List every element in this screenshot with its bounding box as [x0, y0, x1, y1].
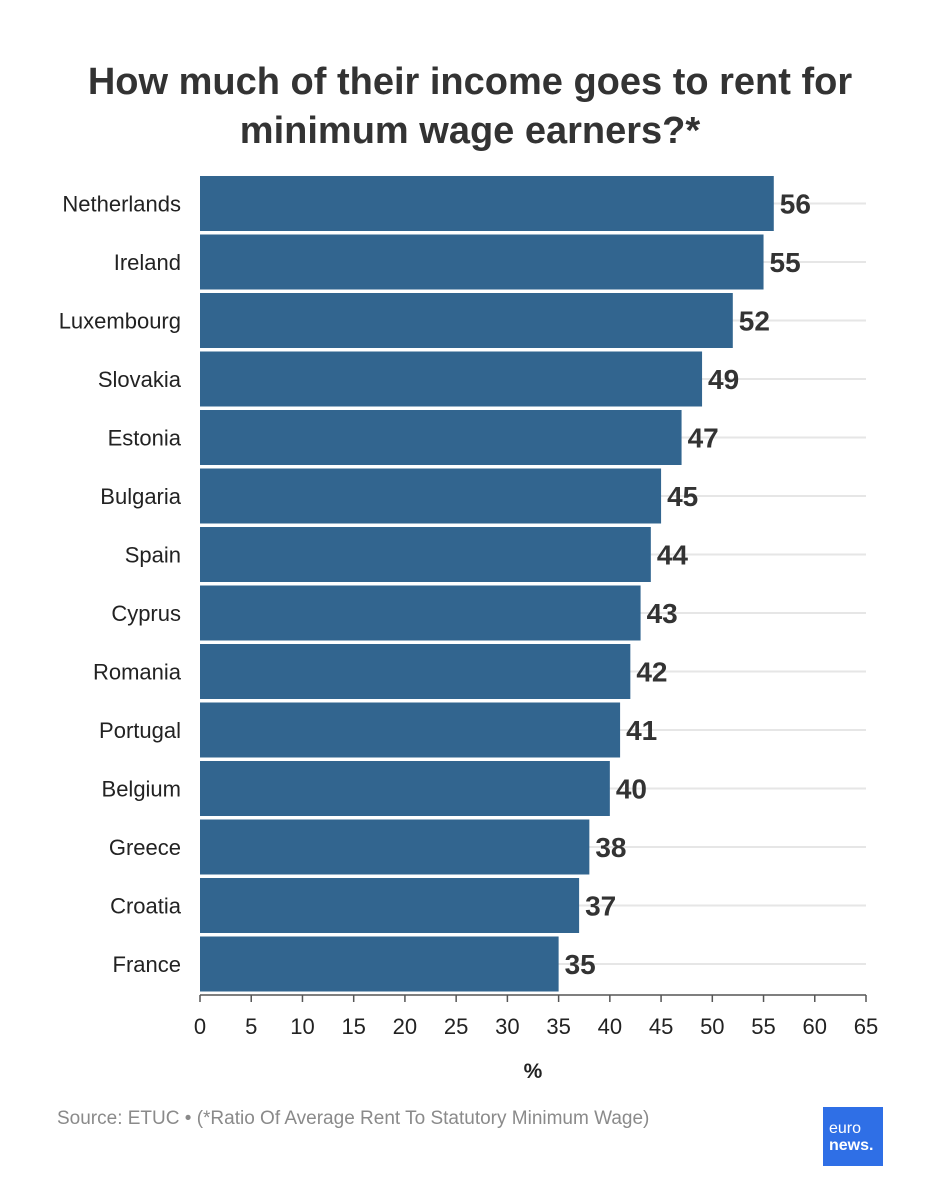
bar — [200, 468, 662, 524]
bar — [200, 878, 580, 933]
data-label: 43 — [647, 598, 678, 629]
x-axis-label: % — [524, 1060, 543, 1083]
bar — [200, 351, 703, 407]
category-label: Netherlands — [62, 192, 181, 217]
x-tick-label: 15 — [341, 1014, 365, 1039]
category-label: Belgium — [102, 777, 181, 802]
x-tick-label: 60 — [803, 1014, 827, 1039]
data-label: 49 — [708, 364, 739, 395]
category-labels: Netherlands Ireland Luxembourg Slovakia Esto… — [59, 192, 182, 978]
data-label: 56 — [780, 189, 811, 220]
category-label: Spain — [125, 543, 181, 568]
x-tick-label: 0 — [194, 1014, 206, 1039]
logo-line-1: euro — [829, 1120, 862, 1137]
data-label: 37 — [585, 891, 616, 922]
bar — [200, 176, 774, 231]
bar — [200, 527, 651, 582]
data-label: 44 — [657, 540, 689, 571]
category-label: Ireland — [114, 250, 181, 275]
category-label: Greece — [109, 835, 181, 860]
bar — [200, 234, 764, 290]
x-tick-label: 10 — [290, 1014, 314, 1039]
x-axis-ticks: 0 5 10 15 20 25 30 35 40 45 50 55 60 65 — [194, 994, 878, 1039]
euronews-logo: euro news. — [823, 1107, 883, 1166]
data-label: 38 — [595, 832, 626, 863]
bar — [200, 585, 641, 641]
x-tick-label: 50 — [700, 1014, 724, 1039]
x-tick-label: 45 — [649, 1014, 673, 1039]
category-label: Cyprus — [111, 601, 181, 626]
x-tick-label: 35 — [546, 1014, 570, 1039]
x-tick-label: 40 — [598, 1014, 622, 1039]
data-label: 52 — [739, 306, 770, 337]
category-label: Estonia — [108, 426, 182, 451]
x-tick-label: 55 — [751, 1014, 775, 1039]
bar — [200, 702, 621, 758]
data-label: 40 — [616, 774, 647, 805]
category-label: Bulgaria — [100, 484, 181, 509]
x-tick-label: 25 — [444, 1014, 468, 1039]
x-tick-label: 65 — [854, 1014, 878, 1039]
bar — [200, 819, 590, 875]
chart-title: How much of their income goes to rent fo… — [87, 61, 853, 152]
bar — [200, 410, 682, 465]
category-label: Luxembourg — [59, 309, 181, 334]
bar — [200, 936, 559, 992]
x-tick-label: 30 — [495, 1014, 519, 1039]
data-label: 45 — [667, 481, 698, 512]
category-label: Portugal — [99, 718, 181, 743]
bars — [200, 176, 774, 992]
bar — [200, 761, 610, 816]
logo-line-2: news. — [829, 1137, 874, 1154]
x-tick-label: 20 — [393, 1014, 417, 1039]
category-label: Slovakia — [98, 367, 182, 392]
source-note: Source: ETUC • (*Ratio Of Average Rent T… — [57, 1108, 650, 1129]
data-label: 47 — [688, 423, 719, 454]
bar — [200, 644, 631, 699]
category-label: Romania — [93, 660, 182, 685]
data-label: 41 — [626, 715, 657, 746]
data-label: 55 — [770, 247, 801, 278]
category-label: Croatia — [110, 894, 182, 919]
x-tick-label: 5 — [245, 1014, 257, 1039]
bar — [200, 293, 733, 348]
data-label: 42 — [636, 657, 667, 688]
data-label: 35 — [565, 949, 596, 980]
category-label: France — [113, 952, 181, 977]
